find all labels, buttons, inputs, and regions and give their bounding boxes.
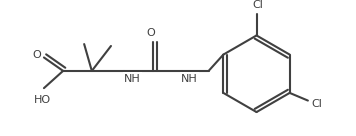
Text: O: O bbox=[147, 28, 156, 38]
Text: Cl: Cl bbox=[252, 0, 263, 10]
Text: NH: NH bbox=[181, 74, 198, 84]
Text: NH: NH bbox=[124, 74, 140, 84]
Text: HO: HO bbox=[33, 95, 51, 105]
Text: Cl: Cl bbox=[311, 99, 322, 109]
Text: O: O bbox=[32, 50, 41, 60]
